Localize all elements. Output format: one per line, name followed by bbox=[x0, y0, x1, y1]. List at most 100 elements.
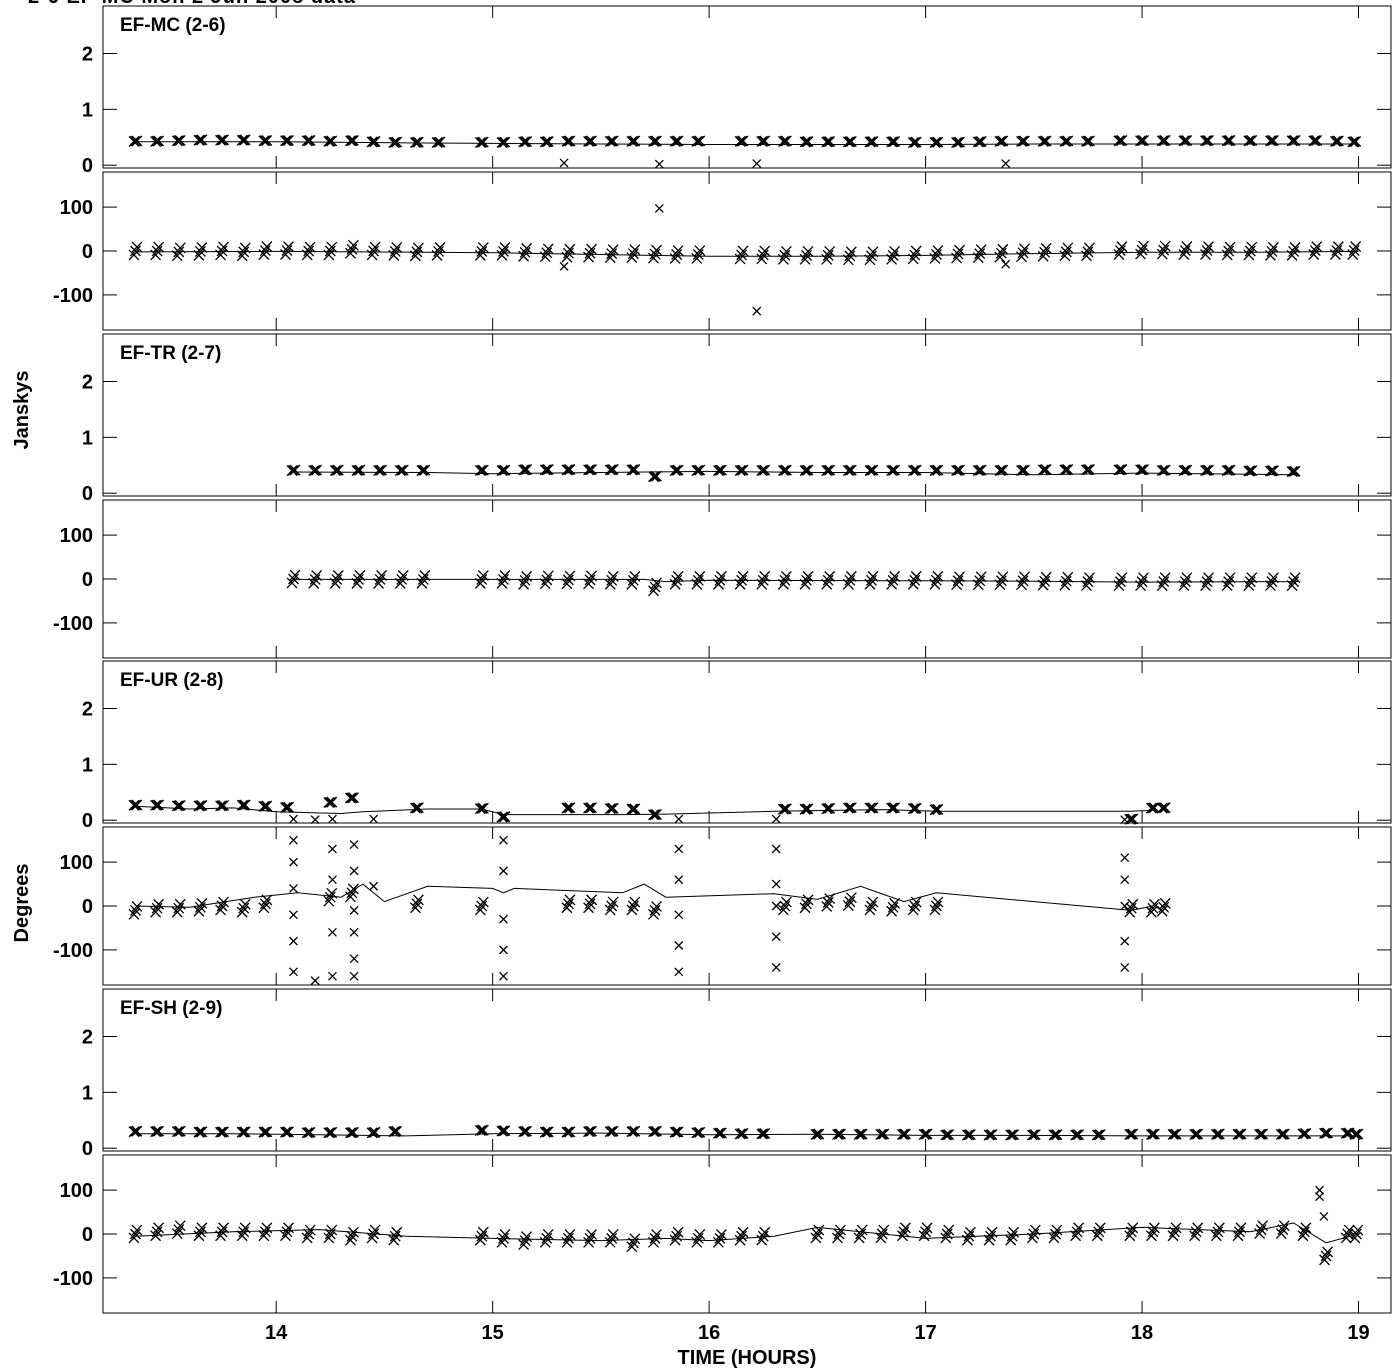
baseline-1-phase-scan-37-pt-0-stroke-b bbox=[1135, 580, 1147, 592]
baseline-2-phase-outlier-37-stroke-b bbox=[1120, 853, 1130, 863]
baseline-2-amp-scan-21-pt-0-stroke-b bbox=[842, 802, 854, 814]
baseline-2-phase-scan-3-pt-1-stroke-b bbox=[194, 901, 206, 913]
baseline-0-amp-scan-45-pt-1-stroke-b bbox=[1158, 135, 1170, 147]
baseline-0-amp-scan-40 bbox=[1037, 135, 1052, 147]
baseline-1-phase-scan-44-pt-2-stroke-b bbox=[1289, 572, 1301, 584]
baseline-2-phase-scan-20-pt-2 bbox=[867, 896, 879, 908]
baseline-0-phase-scan-42-pt-1-stroke-b bbox=[1082, 246, 1094, 258]
baseline-0-amp-scan-0 bbox=[128, 135, 143, 147]
baseline-3-phase-scan-7-pt-0-stroke-b bbox=[280, 1230, 291, 1242]
baseline-1-phase-scan-11-pt-1 bbox=[562, 574, 574, 586]
baseline-2-amp-scan-7 bbox=[280, 801, 294, 814]
baseline-3-phase-scan-45-pt-0-stroke-b bbox=[1210, 1230, 1222, 1242]
baseline-3-amp-scan-20-pt-0-stroke-b bbox=[626, 1126, 638, 1138]
baseline-0-amp-scan-50-pt-0-stroke-b bbox=[1264, 135, 1276, 147]
baseline-2-phase-scan-24-pt-0-stroke-b bbox=[1124, 906, 1136, 918]
baseline-1-phase-scan-5-pt-2 bbox=[397, 570, 409, 581]
baseline-0-phase-scan-51-pt-1-stroke-b bbox=[1288, 245, 1300, 257]
baseline-1-amp-scan-40-pt-0-stroke-b bbox=[1200, 465, 1211, 476]
baseline-0-amp-scan-42-pt-0-stroke-b bbox=[1080, 135, 1092, 147]
baseline-2-phase-scan-20 bbox=[864, 896, 879, 916]
baseline-0-phase-scan-25-pt-2-stroke-b bbox=[694, 245, 706, 257]
baseline-3-amp-scan-18-pt-0-stroke-b bbox=[583, 1126, 595, 1138]
baseline-2-amp-scan-14-pt-0-stroke-b bbox=[583, 802, 595, 814]
baseline-2-amp-scan-14-pt-0 bbox=[583, 802, 595, 814]
baseline-3-phase-scan-2-pt-1-stroke-b bbox=[173, 1224, 185, 1236]
baseline-2-amp-scan-28-pt-2 bbox=[1159, 802, 1171, 814]
baseline-3-amp-scan-11-pt-2-stroke-b bbox=[369, 1126, 381, 1138]
baseline-1-phase-scan-36-pt-2-stroke-b bbox=[1116, 572, 1128, 584]
baseline-2-phase-scan-8 bbox=[344, 883, 359, 903]
baseline-1-amp-scan-3-pt-2-stroke-b bbox=[354, 464, 366, 476]
baseline-3-amp-scan-50-pt-2 bbox=[1322, 1127, 1334, 1139]
baseline-1-amp-scan-23-pt-1-stroke-b bbox=[822, 464, 834, 476]
baseline-2-phase-outlier-15 bbox=[349, 866, 359, 876]
baseline-2-amp-scan-13-pt-0-stroke-b bbox=[561, 802, 573, 814]
baseline-2-phase-scan-14-pt-2 bbox=[629, 896, 641, 908]
baseline-0-amp-scan-28-pt-1 bbox=[779, 135, 791, 147]
baseline-1-amp-scan-5-pt-1 bbox=[396, 464, 408, 476]
baseline-0-amp-scan-44-pt-0-stroke-b bbox=[1135, 135, 1147, 147]
baseline-3-phase-scan-17-pt-2 bbox=[564, 1228, 576, 1240]
baseline-3-amp-scan-41-pt-0 bbox=[1124, 1129, 1136, 1140]
baseline-0-phase-scan-44-pt-2-stroke-b bbox=[1138, 240, 1150, 252]
baseline-3-amp-scan-9-pt-0 bbox=[323, 1127, 335, 1139]
baseline-2-phase-outlier-23 bbox=[674, 967, 684, 977]
baseline-0-phase-scan-38-pt-1-stroke-b bbox=[995, 247, 1007, 259]
baseline-3-amp-scan-9-pt-2 bbox=[326, 1126, 338, 1138]
baseline-1-amp-scan-10-pt-0 bbox=[539, 464, 551, 476]
baseline-3-phase-scan-7-pt-2 bbox=[283, 1222, 294, 1234]
baseline-3-amp-scan-43-pt-2-stroke-b bbox=[1170, 1128, 1182, 1140]
baseline-0-amp-scan-19-pt-1-stroke-b bbox=[562, 135, 574, 147]
baseline-0-amp-scan-19-pt-1 bbox=[562, 135, 574, 147]
baseline-2-phase-scan-18-pt-0 bbox=[821, 900, 833, 912]
baseline-2-phase-scan-26-pt-0-stroke-b bbox=[1156, 905, 1168, 917]
baseline-0-phase-scan-50-pt-0 bbox=[1264, 249, 1276, 261]
baseline-1-phase-scan-25-pt-0-stroke-b bbox=[864, 578, 876, 590]
baseline-0-amp-scan-36-pt-2-stroke-b bbox=[954, 136, 966, 148]
baseline-1-phase-scan-16-pt-2-stroke-b bbox=[672, 570, 684, 582]
baseline-1-phase-scan-23-pt-1-stroke-b bbox=[822, 574, 834, 586]
baseline-1-phase-scan-9-pt-2 bbox=[521, 570, 533, 582]
baseline-1-amp-scan-2 bbox=[329, 464, 344, 476]
baseline-3-phase-scan-5-pt-2 bbox=[239, 1222, 251, 1234]
baseline-3-phase-scan-34-pt-0 bbox=[961, 1234, 973, 1246]
baseline-3-amp-scan-16 bbox=[539, 1126, 554, 1138]
baseline-3-phase-scan-15 bbox=[518, 1231, 533, 1250]
baseline-0-amp-scan-13-pt-1-stroke-b bbox=[411, 136, 423, 148]
baseline-3-phase-scan-4 bbox=[215, 1222, 230, 1242]
baseline-3-amp-scan-5-pt-1 bbox=[238, 1126, 250, 1138]
baseline-1-amp-scan-9 bbox=[518, 464, 533, 476]
baseline-0-phase-scan-31-pt-2 bbox=[845, 246, 857, 258]
baseline-2-phase-scan-26-pt-1 bbox=[1158, 901, 1170, 913]
baseline-1-phase-scan-2-pt-2-stroke-b bbox=[332, 570, 344, 581]
baseline-1-amp-scan-32-pt-0-stroke-b bbox=[1016, 465, 1027, 476]
baseline-3-amp-scan-17 bbox=[561, 1126, 576, 1138]
baseline-3-phase-scan-39-pt-2 bbox=[1073, 1222, 1085, 1234]
baseline-3-phase-scan-45-pt-1-stroke-b bbox=[1212, 1226, 1224, 1238]
baseline-name-2: EF-UR (2-8) bbox=[120, 670, 223, 691]
baseline-2-phase-outlier-12-stroke-b bbox=[349, 954, 359, 964]
baseline-0-amp-scan-7-pt-0 bbox=[280, 135, 291, 147]
baseline-3-phase-scan-15-pt-0 bbox=[518, 1239, 530, 1250]
baseline-1-phase-scan-44-pt-0-stroke-b bbox=[1286, 580, 1298, 592]
baseline-0-amp-scan-25-pt-2-stroke-b bbox=[694, 135, 706, 147]
baseline-0-amp-scan-43-pt-2 bbox=[1116, 134, 1128, 146]
baseline-3-phase-scan-32-pt-0 bbox=[918, 1230, 930, 1242]
baseline-3-amp-scan-33-pt-2 bbox=[943, 1129, 955, 1141]
baseline-1-phase-scan-12-pt-0-stroke-b bbox=[583, 578, 595, 590]
baseline-0-amp-scan-24-pt-2 bbox=[672, 135, 684, 147]
baseline-0-amp-scan-12-pt-0-stroke-b bbox=[388, 137, 400, 148]
baseline-0-phase-scan-24-pt-0 bbox=[669, 253, 681, 264]
baseline-3-phase-scan-24 bbox=[712, 1228, 727, 1248]
baseline-1-amp-scan-36-pt-2 bbox=[1116, 464, 1128, 475]
baseline-1-phase-scan-30-pt-0 bbox=[972, 579, 984, 591]
baseline-2-amp-scan-7-pt-2 bbox=[283, 801, 294, 813]
baseline-3-phase-scan-38-pt-0-stroke-b bbox=[1048, 1232, 1060, 1244]
baseline-0-phase-scan-5-pt-1 bbox=[238, 246, 250, 258]
baseline-0-amp-scan-22-pt-0-stroke-b bbox=[626, 135, 638, 147]
baseline-3-phase-scan-47-pt-1-stroke-b bbox=[1255, 1224, 1267, 1236]
baseline-3-phase-scan-38-pt-1-stroke-b bbox=[1050, 1228, 1061, 1240]
baseline-3-amp-scan-44 bbox=[1189, 1128, 1204, 1140]
baseline-1-phase-scan-41-pt-1-stroke-b bbox=[1223, 576, 1235, 588]
